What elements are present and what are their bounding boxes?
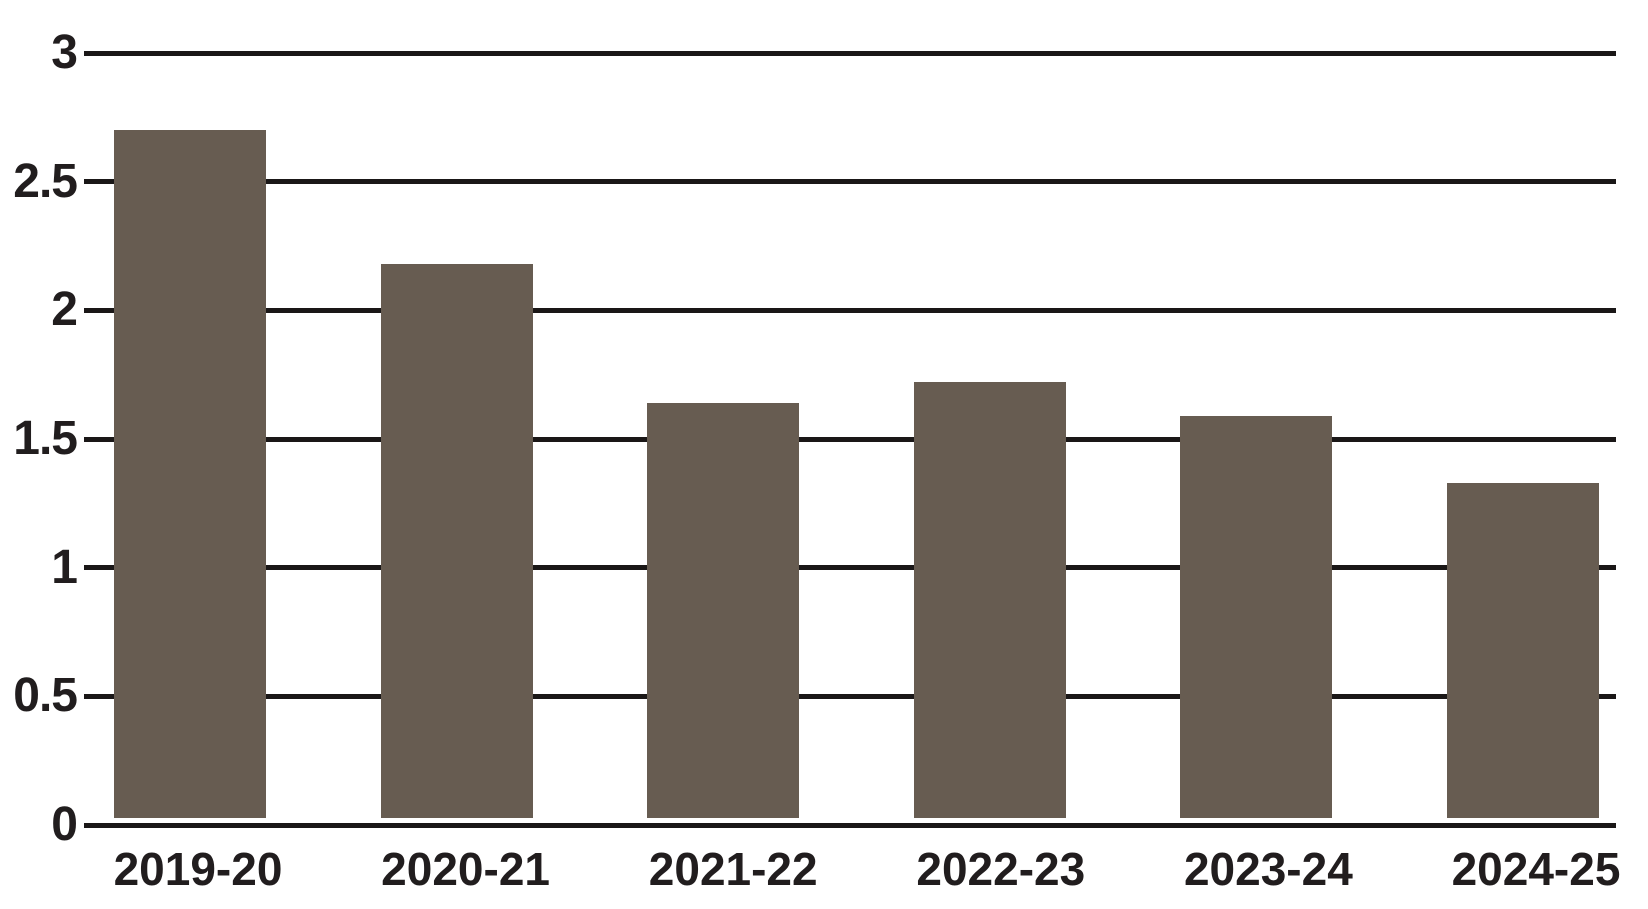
- plot-area: [84, 50, 1616, 828]
- x-tick-label: 2021-22: [648, 843, 818, 895]
- bar: [1446, 482, 1599, 818]
- x-tick-label: 2022-23: [916, 843, 1086, 895]
- bar: [647, 402, 799, 818]
- bar: [913, 382, 1066, 818]
- x-tick-label: 2020-21: [381, 843, 551, 895]
- y-axis-labels: 0 0.5 1 1.5 2 2.5 3: [0, 0, 78, 909]
- x-tick-label: 2024-25: [1451, 843, 1621, 895]
- y-tick-label: 3: [51, 26, 78, 79]
- y-tick-label: 1.5: [13, 412, 78, 465]
- x-axis-labels: 2019-20 2020-21 2021-22 2022-23 2023-24 2024-…: [0, 846, 1648, 906]
- bar: [380, 264, 533, 818]
- gridline: [84, 565, 1616, 571]
- gridline: [84, 822, 1616, 828]
- bar: [1180, 415, 1332, 818]
- x-tick-label: 2019-20: [113, 843, 283, 895]
- y-tick-label: 0.5: [13, 669, 78, 723]
- bar: [114, 130, 266, 818]
- y-tick-label: 1: [51, 540, 78, 594]
- gridline: [84, 179, 1616, 185]
- y-tick-label: 2: [51, 283, 78, 337]
- gridline: [84, 436, 1616, 442]
- gridline: [84, 307, 1616, 313]
- x-tick-label: 2023-24: [1183, 843, 1353, 895]
- gridline: [84, 50, 1616, 56]
- gridline: [84, 693, 1616, 699]
- y-tick-label: 2.5: [13, 154, 78, 208]
- y-tick-label: 0: [51, 798, 78, 851]
